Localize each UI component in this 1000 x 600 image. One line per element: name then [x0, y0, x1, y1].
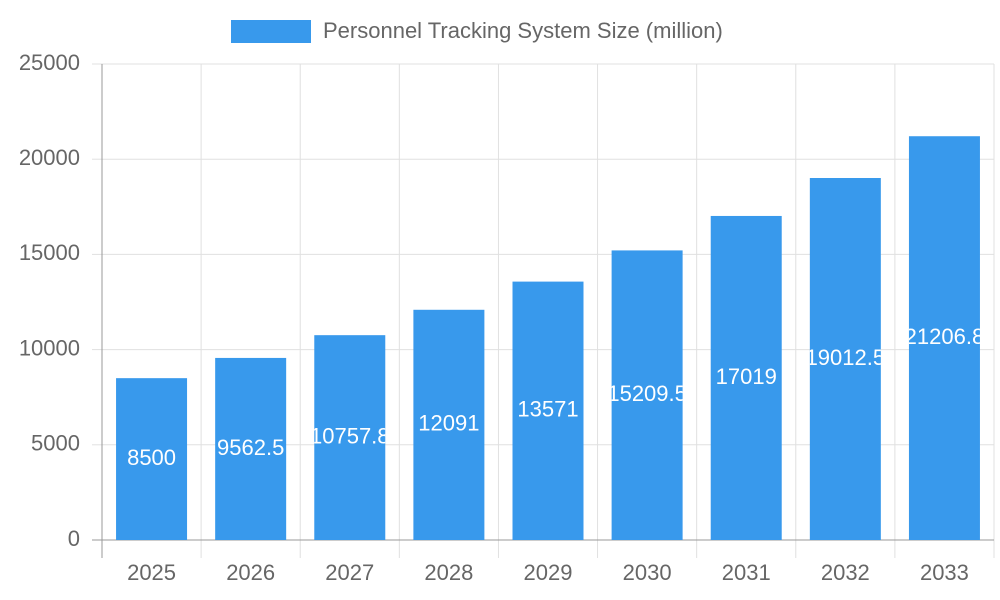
value-label: 13571: [517, 397, 578, 422]
legend-swatch: [231, 20, 311, 43]
x-tick-label: 2027: [325, 560, 374, 585]
value-label: 19012.5: [806, 345, 886, 370]
x-tick-label: 2028: [424, 560, 473, 585]
value-label: 15209.5: [607, 381, 687, 406]
bar: [116, 378, 188, 540]
x-tick-label: 2031: [722, 560, 771, 585]
legend-label: Personnel Tracking System Size (million): [323, 18, 723, 43]
x-tick-label: 2030: [623, 560, 672, 585]
y-tick-label: 25000: [19, 50, 80, 75]
bar: [611, 250, 683, 540]
value-label: 12091: [418, 411, 479, 436]
value-label: 8500: [127, 445, 176, 470]
value-label: 21206.8: [905, 324, 985, 349]
bar: [809, 178, 881, 540]
bar: [215, 357, 287, 540]
bar: [908, 136, 980, 540]
y-tick-label: 20000: [19, 145, 80, 170]
x-tick-label: 2032: [821, 560, 870, 585]
bar: [314, 335, 386, 540]
x-tick-label: 2029: [524, 560, 573, 585]
y-tick-label: 10000: [19, 335, 80, 360]
x-tick-label: 2025: [127, 560, 176, 585]
bar: [413, 309, 485, 540]
x-tick-label: 2033: [920, 560, 969, 585]
x-tick-label: 2026: [226, 560, 275, 585]
y-tick-label: 0: [68, 526, 80, 551]
bar: [512, 281, 584, 540]
value-label: 10757.8: [310, 423, 390, 448]
value-label: 9562.5: [217, 435, 284, 460]
y-tick-label: 15000: [19, 240, 80, 265]
bar: [710, 215, 782, 540]
value-label: 17019: [716, 364, 777, 389]
y-tick-label: 5000: [31, 431, 80, 456]
